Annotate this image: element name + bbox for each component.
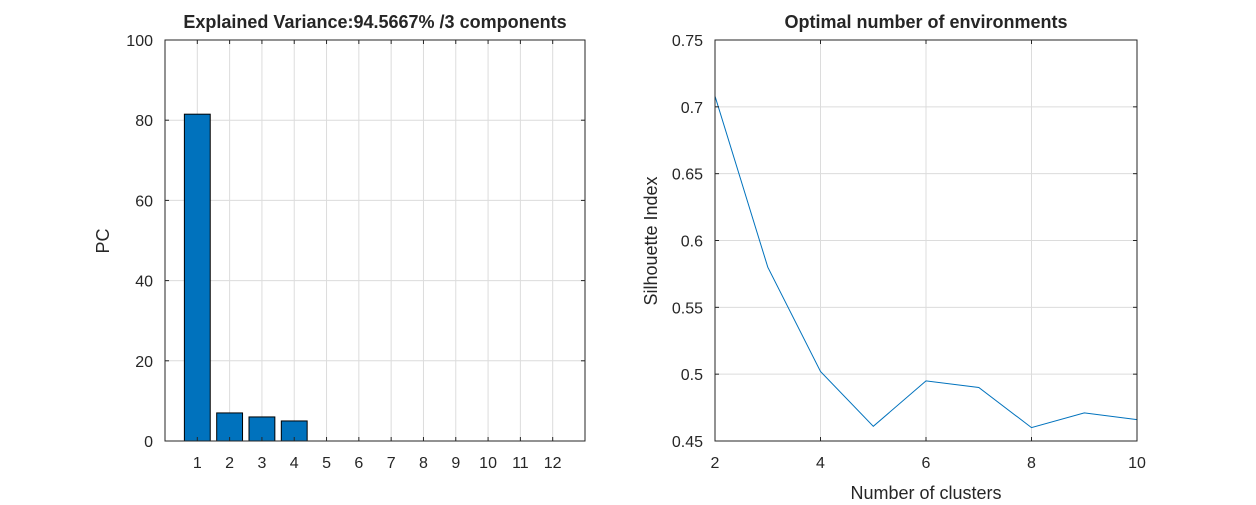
line-chart-xtick-label: 2 [711,455,720,472]
line-chart-ytick-label: 0.75 [672,33,703,50]
bar-chart-ytick-label: 40 [135,274,153,291]
line-chart-ylabel: Silhouette Index [641,176,661,305]
line-chart-ytick-label: 0.7 [681,100,703,117]
bar-pc-2 [216,412,244,442]
bar-chart-ytick-label: 100 [126,33,153,50]
bar-chart-ylabel: PC [93,228,113,253]
bar-chart-title: Explained Variance:94.5667% /3 component… [183,12,566,32]
bar-chart-xtick-label: 6 [354,455,363,472]
bar-chart-ytick-label: 0 [144,434,153,451]
bar-chart-xtick-label: 8 [419,455,428,472]
bar-chart-xtick-label: 10 [479,455,497,472]
bar-chart-ytick-label: 20 [135,354,153,371]
line-chart-xtick-label: 6 [922,455,931,472]
silhouette-line-chart: 2 4 6 8 10 0.45 0.5 0.55 0.6 0.65 0.7 0.75 Optimal … [641,12,1146,503]
line-chart-xtick-label: 10 [1128,455,1146,472]
bar-chart-ytick-label: 80 [135,113,153,130]
bar-chart-xtick-label: 12 [544,455,562,472]
bar-chart-axes-box [164,39,586,442]
bar-pc-3 [248,416,276,442]
bar-chart-xtick-label: 4 [290,455,299,472]
silhouette-series-line [714,95,1138,429]
bar-chart-xtick-label: 9 [451,455,460,472]
bar-chart-ytick-label: 60 [135,193,153,210]
bar-pc-1 [183,113,211,442]
bar-chart-xtick-label: 2 [225,455,234,472]
line-chart-ytick-label: 0.6 [681,234,703,251]
line-chart-title: Optimal number of environments [784,12,1067,32]
line-chart-ytick-label: 0.45 [672,434,703,451]
bar-chart-xtick-label: 3 [257,455,266,472]
bar-chart-grid [165,39,585,442]
line-chart-ytick-label: 0.65 [672,167,703,184]
bar-chart-bars [183,113,308,442]
line-chart-xlabel: Number of clusters [850,483,1001,503]
line-chart-xtick-label: 4 [816,455,825,472]
line-chart-xtick-label: 8 [1027,455,1036,472]
bar-chart-xtick-label: 7 [387,455,396,472]
bar-chart-xtick-label: 11 [512,455,529,472]
line-chart-ytick-label: 0.55 [672,300,703,317]
bar-chart-xtick-label: 1 [193,455,202,472]
line-chart-ticks: 2 4 6 8 10 0.45 0.5 0.55 0.6 0.65 0.7 0.75 [672,33,1146,472]
line-chart-ytick-label: 0.5 [681,367,703,384]
bar-chart-xtick-label: 5 [322,455,331,472]
